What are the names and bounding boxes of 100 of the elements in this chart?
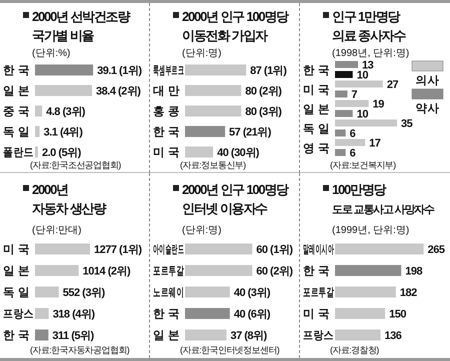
- chart-title: 2000년 선박건조량 국가별 비율: [32, 9, 131, 43]
- data-label: 13: [362, 60, 374, 72]
- data-label: 17: [369, 138, 381, 150]
- annotation: (자료:정보통신부): [180, 160, 246, 170]
- y-tick-label: 대 만: [153, 84, 180, 98]
- data-label: 6: [350, 148, 356, 160]
- data-label: 10: [356, 108, 368, 120]
- data-label: 311 (5위): [52, 330, 94, 342]
- y-tick-label: 한 국: [303, 64, 330, 77]
- annotation: (자료:한국자동차공업협회): [30, 345, 130, 355]
- annotation: (자료:경찰청): [330, 345, 380, 355]
- y-tick-label: 일 본: [303, 103, 330, 116]
- y-tick-label: 한 국: [303, 264, 330, 278]
- chart-title: 2000년 자동차 생산량: [32, 182, 106, 216]
- text: (자료:보건복지부): [330, 160, 396, 170]
- data-label: 57 (21위): [229, 126, 272, 138]
- y-tick-label: 아이슬란드: [153, 243, 213, 256]
- bar: [35, 85, 92, 96]
- data-label: 80 (3위): [245, 106, 282, 118]
- bar: [185, 126, 226, 137]
- bar: [335, 308, 386, 319]
- y-tick-label: 미 국: [303, 308, 330, 320]
- data-label: 4.8 (3위): [46, 106, 86, 118]
- bar: [335, 330, 380, 340]
- y-tick-label: 한 국: [3, 329, 30, 342]
- data-label: 10: [356, 70, 368, 82]
- bar: [185, 106, 242, 116]
- data-label: 1014 (2위): [82, 266, 131, 278]
- legend-label: 약사: [416, 102, 440, 115]
- y-tick-label: 노르웨이: [153, 286, 201, 299]
- y-tick-label: 한 국: [3, 64, 30, 77]
- y-tick-label: 일 본: [153, 329, 180, 342]
- data-label: 136: [384, 330, 402, 342]
- y-tick-label: 포르투갈: [303, 286, 351, 299]
- data-label: 150: [389, 308, 406, 320]
- data-label: 87 (1위): [250, 65, 288, 77]
- data-label: 7: [351, 89, 358, 101]
- y-tick-label: 한 국: [153, 308, 180, 320]
- annotation: (자료:한국인터넷정보센터): [180, 345, 280, 355]
- bar: [335, 265, 402, 276]
- bar: [335, 149, 346, 156]
- data-label: 3.1 (4위): [44, 126, 84, 138]
- y-tick-label: 미 국: [3, 243, 30, 256]
- data-label: 40 (3위): [234, 287, 271, 299]
- y-tick-label: 중 국: [3, 106, 30, 118]
- y-tick-label: 포르투갈: [153, 264, 201, 278]
- chart-title: 100만명당 도로 교통사고 사망자수: [332, 182, 435, 216]
- bar: [335, 80, 383, 88]
- y-tick-label: 말레이시아: [303, 243, 363, 256]
- bar: [185, 85, 242, 96]
- bar: [35, 265, 79, 276]
- data-label: 60 (2위): [256, 266, 294, 278]
- bar: [185, 64, 246, 76]
- bar: [35, 244, 90, 254]
- bar: [335, 139, 366, 146]
- chart-subtitle: (단위:만대): [32, 225, 82, 236]
- data-label: 198: [405, 266, 422, 278]
- bar: [335, 130, 346, 136]
- bar: [35, 64, 94, 76]
- y-tick-label: 영 국: [303, 142, 330, 155]
- data-label: 40 (6위): [234, 308, 271, 320]
- y-tick-label: 프랑스: [3, 308, 39, 320]
- data-label: 38.4 (2위): [96, 86, 142, 98]
- data-label: 552 (3위): [62, 287, 106, 299]
- chart-subtitle: (1998년, 단위:명): [332, 48, 410, 59]
- data-label: 182: [400, 287, 418, 299]
- data-label: 1277 (1위): [94, 244, 142, 256]
- bar: [335, 120, 397, 126]
- annotation: (자료:한국조선공업협회): [30, 160, 122, 170]
- data-label: 318 (4위): [52, 308, 96, 320]
- bar: [35, 106, 42, 116]
- y-tick-label: 미 국: [303, 84, 330, 96]
- y-tick-label: 독 일: [303, 122, 330, 136]
- chart-title: 2000년 인구 100명당 인터넷 이용자수: [182, 182, 290, 216]
- y-tick-label: 폴란드: [3, 146, 39, 159]
- data-label: 40 (30위): [217, 147, 260, 159]
- bar: [335, 286, 396, 298]
- bar: [185, 146, 214, 158]
- y-tick-label: 일 본: [3, 264, 30, 278]
- y-tick-label: 룩셈부르크: [153, 64, 213, 77]
- chart-title: 인구 1만명당 의료 종사자수: [332, 9, 406, 43]
- data-label: 2.0 (5위): [42, 147, 82, 159]
- data-label: 27: [386, 79, 398, 91]
- bar: [35, 308, 49, 319]
- data-label: 19: [372, 98, 384, 110]
- legend-label: 의사: [416, 74, 440, 87]
- bar: [335, 90, 348, 98]
- bar: [35, 146, 38, 158]
- data-label: 6: [350, 128, 356, 140]
- data-label: 265: [428, 244, 445, 256]
- data-label: 35: [401, 118, 413, 130]
- bar: [335, 100, 369, 107]
- y-tick-label: 일 본: [3, 84, 30, 98]
- y-tick-label: 독 일: [3, 286, 30, 299]
- chart-subtitle: (단위:명): [182, 225, 222, 236]
- y-tick-label: 미 국: [153, 146, 180, 159]
- data-label: 60 (1위): [256, 244, 294, 256]
- y-tick-label: 홍 콩: [153, 105, 180, 118]
- chart-subtitle: (단위:명): [182, 48, 222, 59]
- chart-subtitle: (단위:%): [32, 48, 70, 59]
